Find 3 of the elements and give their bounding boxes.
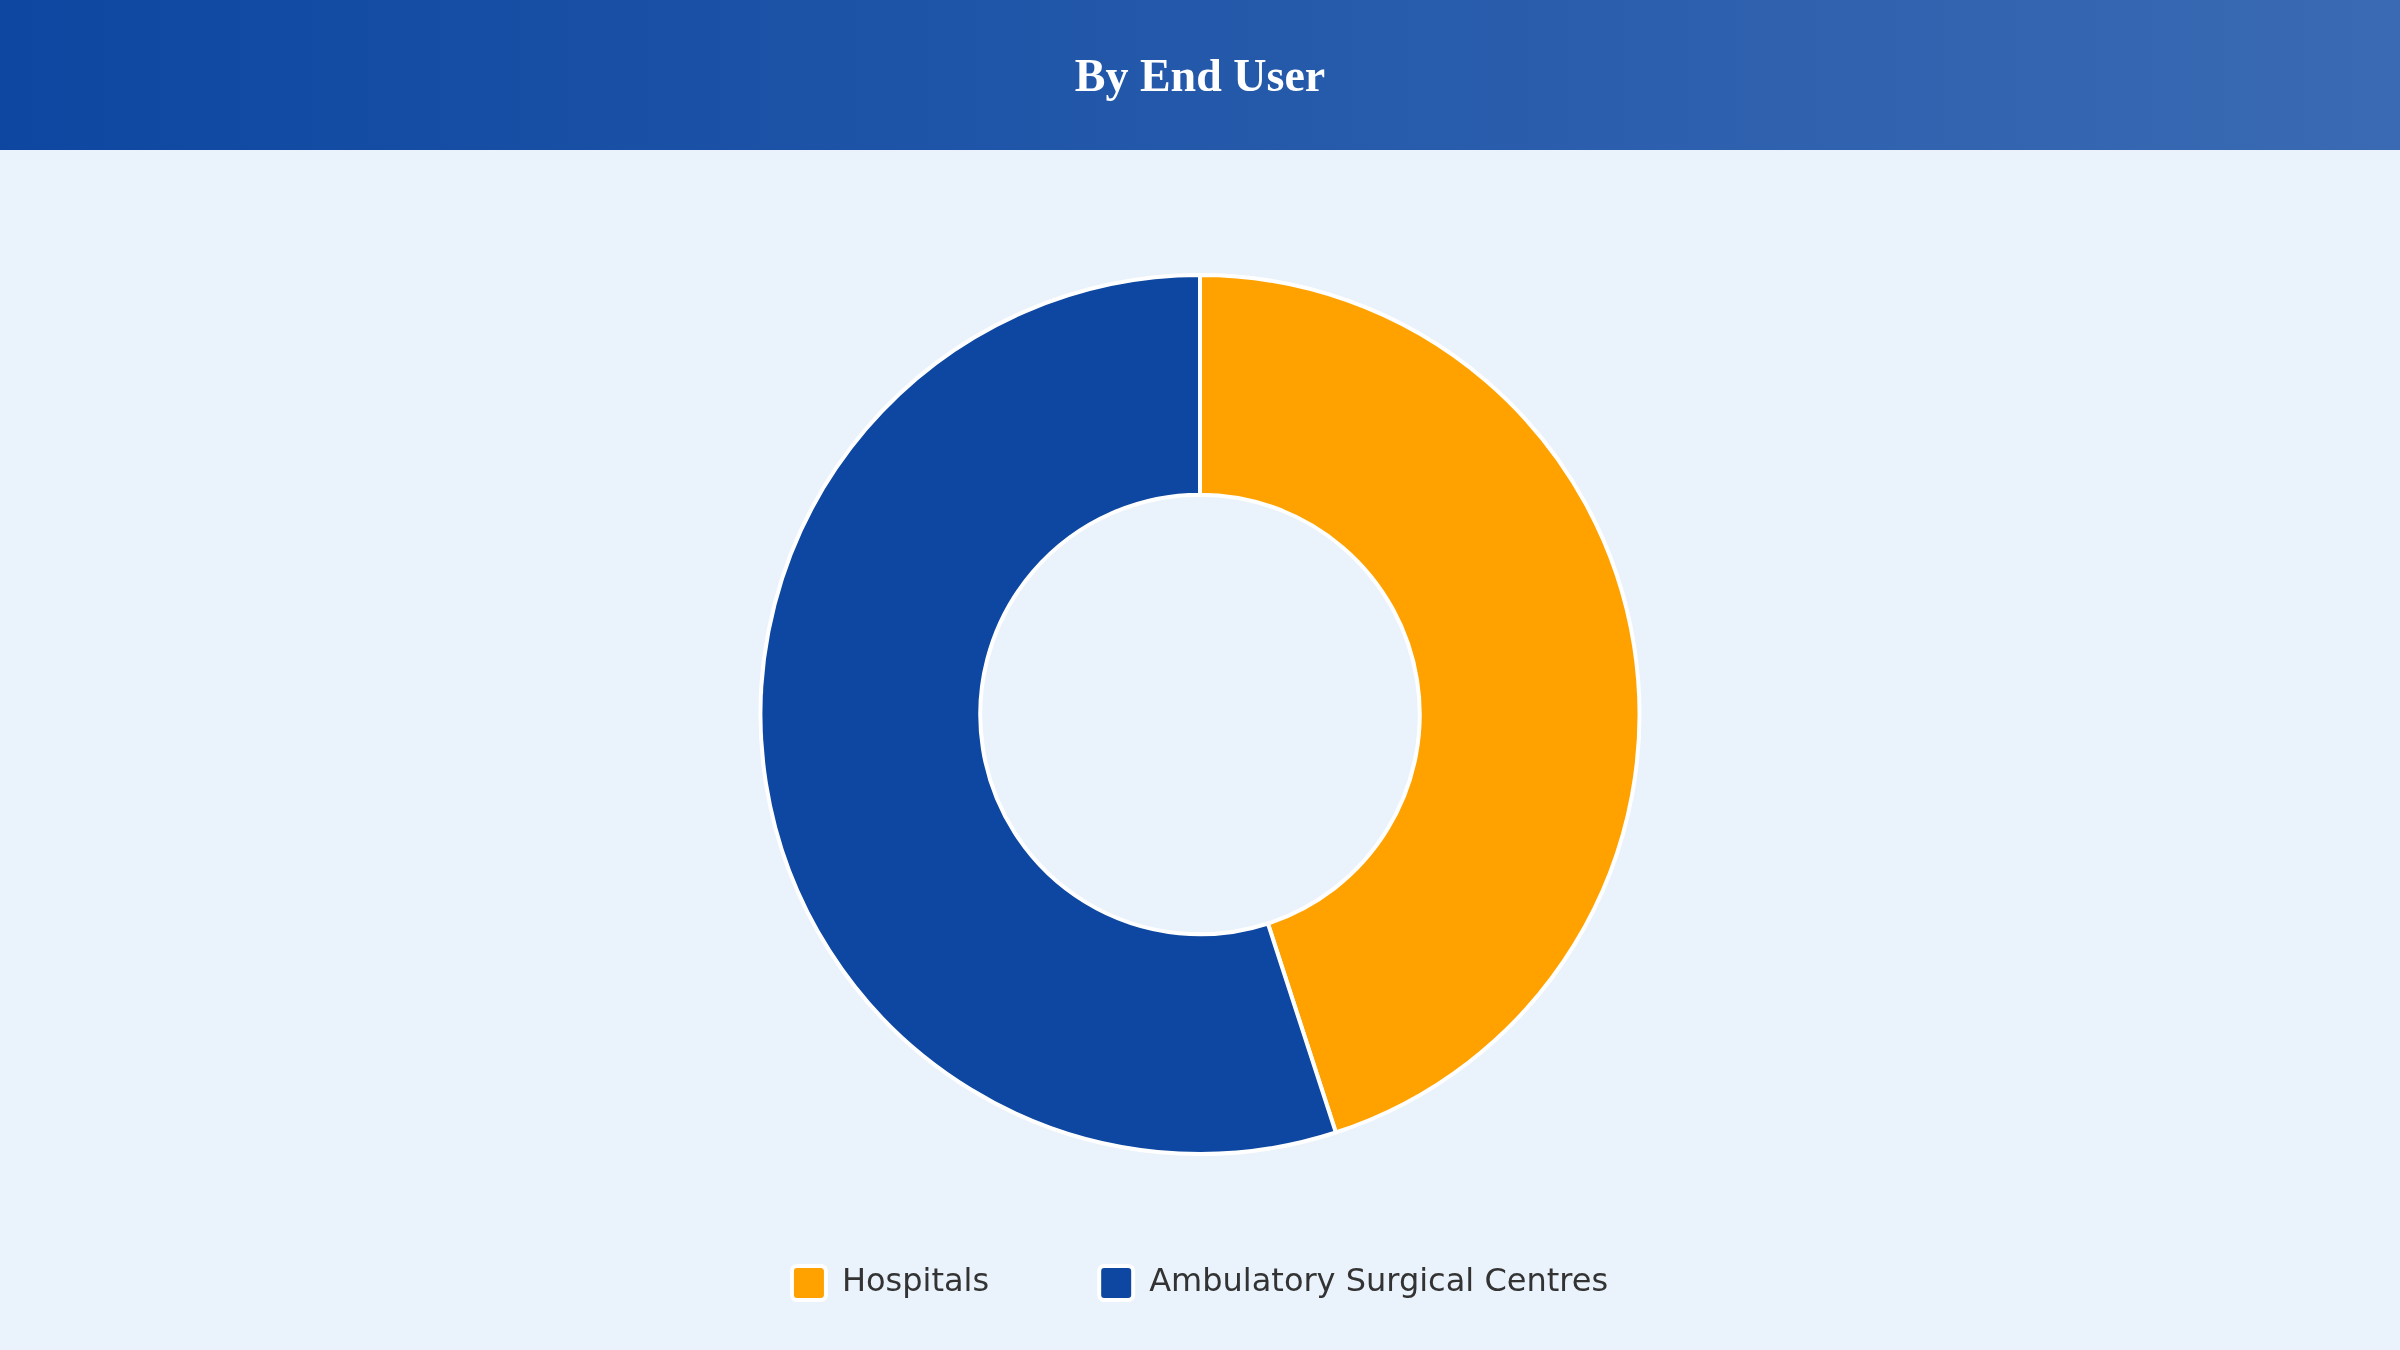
chart-title: By End User <box>1074 48 1326 102</box>
legend-label: Hospitals <box>841 1261 990 1300</box>
legend-label: Ambulatory Surgical Centres <box>1149 1261 1609 1300</box>
